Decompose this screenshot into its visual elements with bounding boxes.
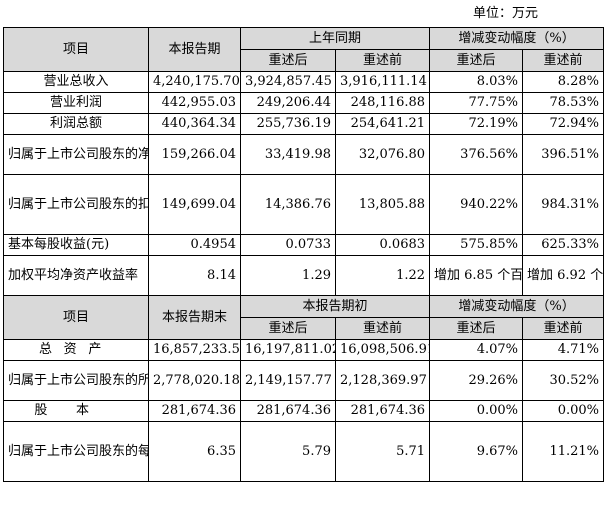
row-label: 利润总额 xyxy=(3,113,149,135)
cell-prior-after: 1.29 xyxy=(240,255,336,296)
cell-current: 159,266.04 xyxy=(148,134,241,175)
cell-change-after: 增加 6.85 个百分点 xyxy=(429,255,524,296)
cell-prior-after: 249,206.44 xyxy=(240,92,336,114)
financial-summary-table: 项目 本报告期 上年同期 增减变动幅度（%） 重述后 重述前 重述后 重述前 营… xyxy=(3,27,605,482)
header-change-pct: 增减变动幅度（%） xyxy=(429,27,605,50)
unit-label: 单位：万元 xyxy=(473,6,539,21)
table-row: 归属于上市公司股东的净利润 159,266.04 33,419.98 32,07… xyxy=(3,134,605,175)
cell-change-before: 8.28% xyxy=(522,71,605,93)
table-row: 总资产 16,857,233.53 16,197,811.02 16,098,5… xyxy=(3,339,605,361)
table-row: 加权平均净资产收益率 8.14 1.29 1.22 增加 6.85 个百分点 增… xyxy=(3,255,605,296)
subheader-restated-before: 重述前 xyxy=(522,317,605,340)
cell-prior-before: 248,116.88 xyxy=(334,92,431,114)
cell-change-before: 396.51% xyxy=(522,134,605,175)
header-period-end: 本报告期末 xyxy=(148,295,241,340)
row-label: 基本每股收益(元) xyxy=(3,234,149,256)
cell-prior-before: 281,674.36 xyxy=(334,400,431,422)
cell-prior-after: 281,674.36 xyxy=(240,400,336,422)
table-row: 营业利润 442,955.03 249,206.44 248,116.88 77… xyxy=(3,92,605,114)
cell-change-before: 78.53% xyxy=(522,92,605,114)
cell-current: 2,778,020.18 xyxy=(148,360,241,401)
cell-current: 442,955.03 xyxy=(148,92,241,114)
cell-prior-after: 2,149,157.77 xyxy=(240,360,336,401)
cell-prior-after: 3,924,857.45 xyxy=(240,71,336,93)
cell-prior-before: 13,805.88 xyxy=(334,174,431,235)
cell-current: 6.35 xyxy=(148,421,241,482)
cell-change-after: 575.85% xyxy=(429,234,524,256)
header-current-period: 本报告期 xyxy=(148,27,241,72)
cell-change-before: 11.21% xyxy=(522,421,605,482)
cell-change-before: 30.52% xyxy=(522,360,605,401)
cell-change-after: 940.22% xyxy=(429,174,524,235)
header-change-pct: 增减变动幅度（%） xyxy=(429,295,605,318)
cell-prior-after: 5.79 xyxy=(240,421,336,482)
cell-change-before: 625.33% xyxy=(522,234,605,256)
cell-prior-before: 3,916,111.14 xyxy=(334,71,431,93)
table-row: 基本每股收益(元) 0.4954 0.0733 0.0683 575.85% 6… xyxy=(3,234,605,256)
row-label: 营业总收入 xyxy=(3,71,149,93)
cell-prior-after: 14,386.76 xyxy=(240,174,336,235)
cell-prior-before: 16,098,506.91 xyxy=(334,339,431,361)
cell-change-after: 8.03% xyxy=(429,71,524,93)
cell-prior-before: 0.0683 xyxy=(334,234,431,256)
subheader-restated-after: 重述后 xyxy=(240,317,336,340)
table-row: 归属于上市公司股东的扣除非经常性损益的净利润 149,699.04 14,386… xyxy=(3,174,605,235)
cell-current: 16,857,233.53 xyxy=(148,339,241,361)
cell-prior-after: 33,419.98 xyxy=(240,134,336,175)
row-label: 加权平均净资产收益率 xyxy=(3,255,149,296)
subheader-restated-after: 重述后 xyxy=(429,49,524,72)
header-period-start: 本报告期初 xyxy=(239,295,431,318)
header-row: 项目 本报告期 上年同期 增减变动幅度（%） xyxy=(3,27,605,72)
cell-change-before: 增加 6.92 个百分点 xyxy=(522,255,605,296)
cell-change-after: 77.75% xyxy=(429,92,524,114)
table-row: 股本 281,674.36 281,674.36 281,674.36 0.00… xyxy=(3,400,605,422)
table-row: 利润总额 440,364.34 255,736.19 254,641.21 72… xyxy=(3,113,605,135)
cell-prior-after: 16,197,811.02 xyxy=(240,339,336,361)
cell-change-after: 72.19% xyxy=(429,113,524,135)
cell-change-before: 4.71% xyxy=(522,339,605,361)
cell-current: 0.4954 xyxy=(148,234,241,256)
subheader-row: 重述后 重述前 重述后 重述前 xyxy=(4,49,605,72)
header-item: 项目 xyxy=(3,27,149,72)
row-label: 归属于上市公司股东的所有者权益 xyxy=(3,360,149,401)
table-row: 归属于上市公司股东的每股净资产（元） 6.35 5.79 5.71 9.67% … xyxy=(3,421,605,482)
table-row: 归属于上市公司股东的所有者权益 2,778,020.18 2,149,157.7… xyxy=(3,360,605,401)
cell-change-before: 984.31% xyxy=(522,174,605,235)
cell-change-before: 0.00% xyxy=(522,400,605,422)
subheader-restated-before: 重述前 xyxy=(522,49,605,72)
table-row: 营业总收入 4,240,175.70 3,924,857.45 3,916,11… xyxy=(3,71,605,93)
row-label: 总资产 xyxy=(3,339,149,361)
cell-change-after: 376.56% xyxy=(429,134,524,175)
cell-prior-before: 5.71 xyxy=(334,421,431,482)
cell-current: 4,240,175.70 xyxy=(148,71,241,93)
header-row: 项目 本报告期末 本报告期初 增减变动幅度（%） xyxy=(3,295,605,340)
row-label: 股本 xyxy=(3,400,149,422)
subheader-restated-after: 重述后 xyxy=(240,49,336,72)
subheader-restated-before: 重述前 xyxy=(334,317,431,340)
row-label: 营业利润 xyxy=(3,92,149,114)
header-prior-year: 上年同期 xyxy=(239,27,431,50)
row-label: 归属于上市公司股东的扣除非经常性损益的净利润 xyxy=(3,174,149,235)
cell-prior-after: 0.0733 xyxy=(240,234,336,256)
cell-change-after: 4.07% xyxy=(429,339,524,361)
cell-prior-before: 1.22 xyxy=(334,255,431,296)
cell-prior-before: 32,076.80 xyxy=(334,134,431,175)
cell-change-after: 9.67% xyxy=(429,421,524,482)
cell-change-after: 29.26% xyxy=(429,360,524,401)
cell-change-after: 0.00% xyxy=(429,400,524,422)
row-label: 归属于上市公司股东的每股净资产（元） xyxy=(3,421,149,482)
subheader-restated-after: 重述后 xyxy=(429,317,524,340)
cell-current: 281,674.36 xyxy=(148,400,241,422)
cell-prior-before: 254,641.21 xyxy=(334,113,431,135)
cell-current: 440,364.34 xyxy=(148,113,241,135)
cell-prior-after: 255,736.19 xyxy=(240,113,336,135)
header-item: 项目 xyxy=(3,295,149,340)
row-label: 归属于上市公司股东的净利润 xyxy=(3,134,149,175)
cell-current: 149,699.04 xyxy=(148,174,241,235)
cell-prior-before: 2,128,369.97 xyxy=(334,360,431,401)
cell-change-before: 72.94% xyxy=(522,113,605,135)
subheader-restated-before: 重述前 xyxy=(334,49,431,72)
cell-current: 8.14 xyxy=(148,255,241,296)
